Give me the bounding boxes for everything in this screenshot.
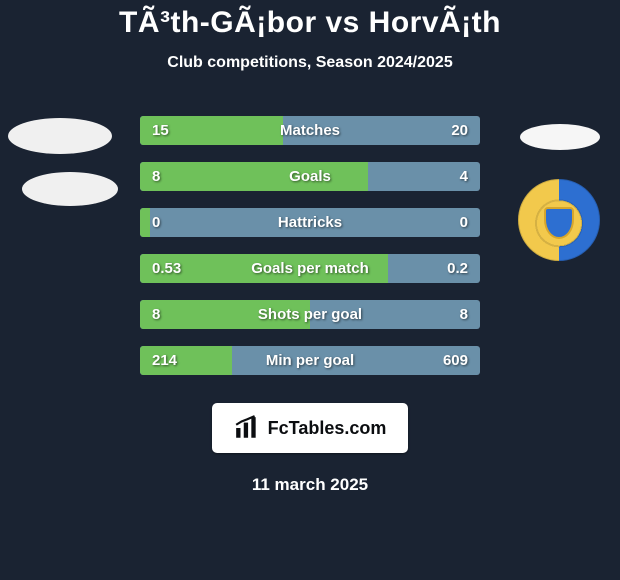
stat-label: Shots per goal <box>258 300 362 329</box>
stat-label: Min per goal <box>266 346 354 375</box>
club-crest-right <box>518 179 600 261</box>
stat-fill <box>140 208 150 237</box>
stat-value-left: 8 <box>152 162 160 191</box>
infographic-date: 11 march 2025 <box>0 475 620 495</box>
stat-value-right: 8 <box>460 300 468 329</box>
page-title: TÃ³th-GÃ¡bor vs HorvÃ¡th <box>0 6 620 40</box>
stat-label: Goals per match <box>251 254 369 283</box>
stat-value-right: 4 <box>460 162 468 191</box>
player-photo-left-2 <box>22 172 118 206</box>
stat-value-left: 214 <box>152 346 177 375</box>
fctables-badge: FcTables.com <box>212 403 408 453</box>
stat-label: Hattricks <box>278 208 342 237</box>
stat-value-right: 20 <box>451 116 468 145</box>
page-subtitle: Club competitions, Season 2024/2025 <box>0 54 620 72</box>
stat-row: 214 Min per goal 609 <box>140 346 480 375</box>
stat-row: 0 Hattricks 0 <box>140 208 480 237</box>
stat-value-right: 0 <box>460 208 468 237</box>
player-photo-right <box>520 124 600 150</box>
stat-value-left: 8 <box>152 300 160 329</box>
player-photo-left-1 <box>8 118 112 154</box>
stat-row: 15 Matches 20 <box>140 116 480 145</box>
stat-value-right: 0.2 <box>447 254 468 283</box>
stat-row: 8 Shots per goal 8 <box>140 300 480 329</box>
stat-value-left: 0.53 <box>152 254 181 283</box>
stat-row: 0.53 Goals per match 0.2 <box>140 254 480 283</box>
stat-fill <box>140 162 368 191</box>
stat-value-left: 0 <box>152 208 160 237</box>
stat-label: Matches <box>280 116 340 145</box>
badge-text: FcTables.com <box>268 418 387 439</box>
stat-value-left: 15 <box>152 116 169 145</box>
stat-row: 8 Goals 4 <box>140 162 480 191</box>
stat-value-right: 609 <box>443 346 468 375</box>
bar-chart-icon <box>234 415 260 441</box>
stat-label: Goals <box>289 162 331 191</box>
